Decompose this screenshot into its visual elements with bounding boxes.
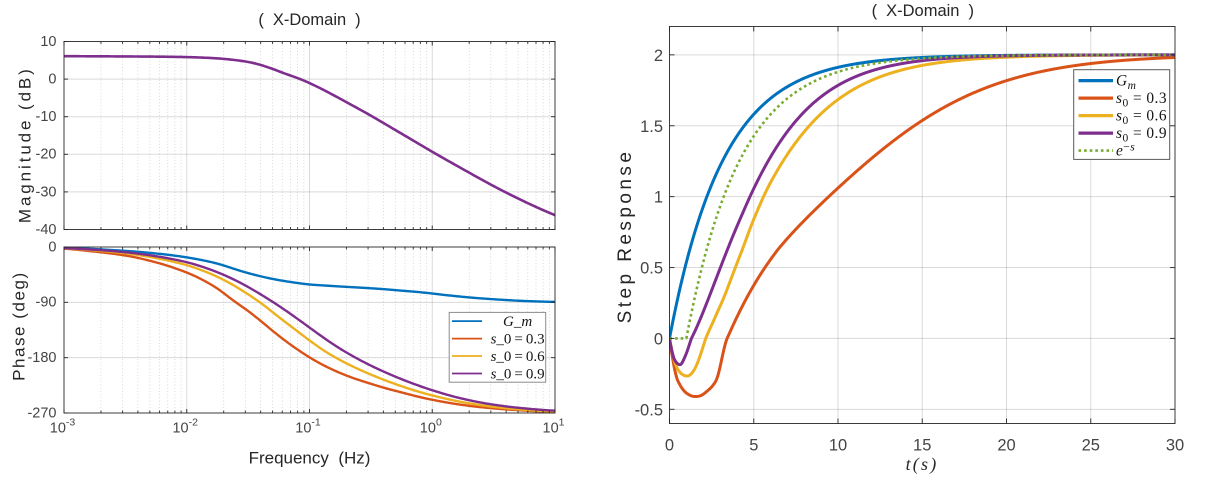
svg-text:-30: -30 xyxy=(36,184,57,200)
svg-text:e−s: e−s xyxy=(1116,142,1135,160)
svg-text:20: 20 xyxy=(997,437,1015,455)
svg-text:(X-Domain): (X-Domain) xyxy=(872,2,974,20)
svg-text:1.5: 1.5 xyxy=(640,118,663,136)
svg-text:Phase (deg): Phase (deg) xyxy=(10,271,29,381)
svg-text:1: 1 xyxy=(654,189,663,207)
svg-text:-10: -10 xyxy=(36,109,57,125)
svg-text:s_0 = 0.3: s_0 = 0.3 xyxy=(491,332,545,348)
svg-text:0: 0 xyxy=(654,330,663,348)
svg-text:t(s): t(s) xyxy=(906,454,939,475)
svg-text:-40: -40 xyxy=(36,222,57,238)
svg-text:0: 0 xyxy=(48,239,56,255)
svg-text:s0 = 0.6: s0 = 0.6 xyxy=(1116,108,1167,128)
svg-text:s0 = 0.9: s0 = 0.9 xyxy=(1116,125,1167,145)
svg-text:Magnitude (dB): Magnitude (dB) xyxy=(16,66,35,223)
svg-text:30: 30 xyxy=(1166,437,1184,455)
svg-text:15: 15 xyxy=(913,437,931,455)
svg-text:-0.5: -0.5 xyxy=(635,401,663,419)
svg-text:0.5: 0.5 xyxy=(640,260,663,278)
svg-text:Step Response: Step Response xyxy=(615,149,636,324)
svg-text:-20: -20 xyxy=(36,147,57,163)
svg-text:2: 2 xyxy=(654,47,663,65)
svg-text:s_0 = 0.9: s_0 = 0.9 xyxy=(491,367,545,383)
svg-text:s0 = 0.3: s0 = 0.3 xyxy=(1116,90,1167,110)
svg-text:0: 0 xyxy=(48,72,56,88)
svg-text:Gm: Gm xyxy=(1116,73,1136,93)
svg-text:10: 10 xyxy=(40,34,56,50)
svg-text:(X-Domain): (X-Domain) xyxy=(258,11,360,29)
svg-text:-90: -90 xyxy=(36,295,57,311)
svg-text:-270: -270 xyxy=(27,405,56,421)
svg-text:G_m: G_m xyxy=(503,314,532,330)
svg-text:5: 5 xyxy=(749,437,758,455)
svg-text:-180: -180 xyxy=(27,350,56,366)
svg-text:0: 0 xyxy=(665,437,674,455)
svg-text:Frequency (Hz): Frequency (Hz) xyxy=(249,449,371,468)
svg-text:s_0 = 0.6: s_0 = 0.6 xyxy=(491,349,546,365)
svg-text:25: 25 xyxy=(1082,437,1100,455)
svg-text:10: 10 xyxy=(829,437,847,455)
